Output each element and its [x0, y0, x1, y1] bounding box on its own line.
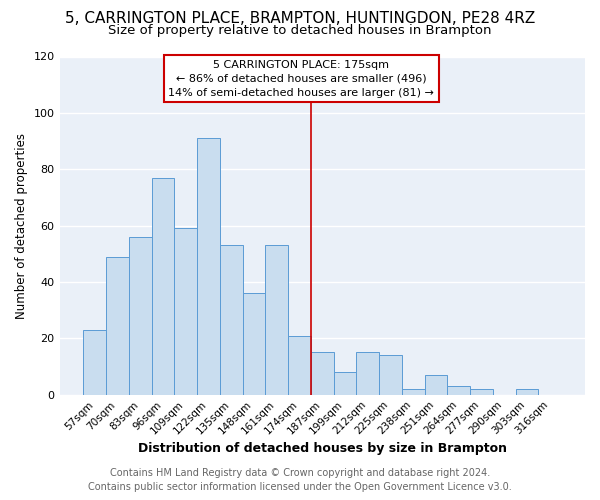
Text: 5, CARRINGTON PLACE, BRAMPTON, HUNTINGDON, PE28 4RZ: 5, CARRINGTON PLACE, BRAMPTON, HUNTINGDO… [65, 11, 535, 26]
Text: 5 CARRINGTON PLACE: 175sqm
← 86% of detached houses are smaller (496)
14% of sem: 5 CARRINGTON PLACE: 175sqm ← 86% of deta… [169, 60, 434, 98]
Bar [356, 352, 379, 395]
Bar [265, 246, 288, 394]
Bar [402, 389, 425, 394]
Bar [515, 389, 538, 394]
Bar [220, 246, 242, 394]
Bar [379, 356, 402, 395]
Bar [448, 386, 470, 394]
Bar [83, 330, 106, 394]
Bar [470, 389, 493, 394]
Bar [197, 138, 220, 394]
X-axis label: Distribution of detached houses by size in Brampton: Distribution of detached houses by size … [138, 442, 507, 455]
Bar [129, 237, 152, 394]
Bar [425, 375, 448, 394]
Bar [152, 178, 175, 394]
Y-axis label: Number of detached properties: Number of detached properties [15, 132, 28, 318]
Bar [175, 228, 197, 394]
Bar [288, 336, 311, 394]
Text: Size of property relative to detached houses in Brampton: Size of property relative to detached ho… [108, 24, 492, 37]
Bar [311, 352, 334, 395]
Text: Contains HM Land Registry data © Crown copyright and database right 2024.
Contai: Contains HM Land Registry data © Crown c… [88, 468, 512, 492]
Bar [334, 372, 356, 394]
Bar [106, 256, 129, 394]
Bar [242, 294, 265, 394]
